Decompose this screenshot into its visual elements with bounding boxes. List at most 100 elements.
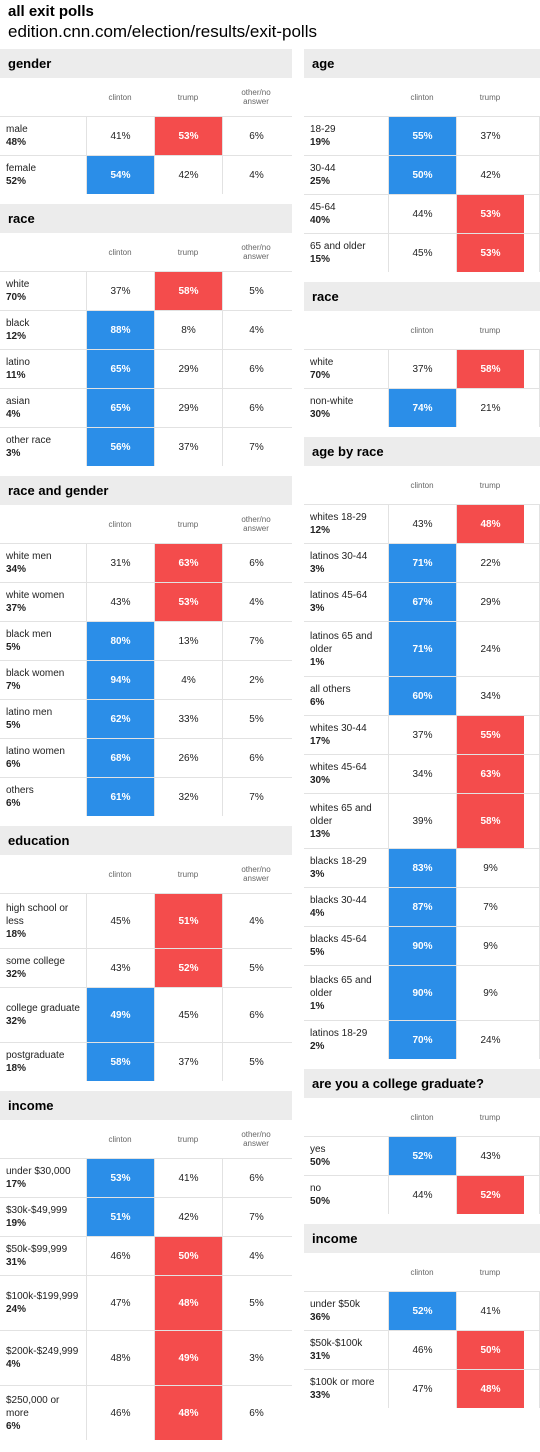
cell-clinton: 56% — [86, 428, 154, 466]
group-share: 19% — [310, 137, 331, 148]
group-name: asian — [6, 396, 30, 407]
group-share: 12% — [310, 525, 331, 536]
table-row: 45-64 40% 44% 53% — [304, 194, 540, 233]
column-header-clinton: clinton — [108, 519, 132, 529]
row-label: whites 45-64 30% — [304, 755, 388, 793]
group-name: male — [6, 124, 28, 135]
poll-title: income — [304, 1224, 540, 1253]
group-name: other race — [6, 435, 52, 446]
cell-clinton: 65% — [86, 350, 154, 388]
cell-clinton: 51% — [86, 1198, 154, 1236]
cell-other-no-answer: 6% — [222, 1386, 290, 1440]
group-share: 15% — [310, 254, 331, 265]
group-name: $30k-$49,999 — [6, 1205, 68, 1216]
cell-clinton: 71% — [388, 544, 456, 582]
cell-clinton: 37% — [388, 716, 456, 754]
cell-clinton: 44% — [388, 1176, 456, 1214]
table-row: female 52% 54% 42% 4% — [0, 155, 292, 194]
cell-trump: 58% — [154, 272, 222, 310]
poll-table-race: race clinton trump other/no answer white 70% 3… — [0, 204, 292, 466]
cell-trump: 4% — [154, 661, 222, 699]
row-label: latino men 5% — [0, 700, 86, 738]
row-label: whites 65 and older 13% — [304, 794, 388, 848]
row-label: female 52% — [0, 156, 86, 194]
group-share: 6% — [6, 1420, 21, 1432]
group-share: 17% — [310, 736, 331, 747]
table-row: under $50k 36% 52% 41% — [304, 1291, 540, 1330]
table-row: college graduate 32% 49% 45% 6% — [0, 987, 292, 1042]
cell-other-no-answer: 7% — [222, 428, 290, 466]
row-label: black 12% — [0, 311, 86, 349]
cell-other-no-answer: 6% — [222, 988, 290, 1042]
group-name: 65 and older — [310, 241, 366, 252]
column-header-clinton: clinton — [108, 869, 132, 879]
group-share: 31% — [310, 1351, 331, 1362]
cell-other-no-answer: 5% — [222, 1276, 290, 1330]
row-label: 45-64 40% — [304, 195, 388, 233]
cell-trump: 22% — [456, 544, 524, 582]
table-row: $200k-$249,999 4% 48% 49% 3% — [0, 1330, 292, 1385]
table-row: other race 3% 56% 37% 7% — [0, 427, 292, 466]
cell-clinton: 90% — [388, 966, 456, 1020]
cell-clinton: 68% — [86, 739, 154, 777]
cell-clinton: 55% — [388, 117, 456, 155]
row-label: $250,000 or more 6% — [0, 1386, 86, 1440]
table-row: latino 11% 65% 29% 6% — [0, 349, 292, 388]
poll-title: race — [304, 282, 540, 311]
poll-title: education — [0, 826, 292, 855]
poll-table-race-and-gender: race and gender clinton trump other/no answ… — [0, 476, 292, 816]
cell-clinton: 87% — [388, 888, 456, 926]
cell-other-no-answer: 5% — [222, 1043, 290, 1081]
table-row: latinos 30-44 3% 71% 22% — [304, 543, 540, 582]
group-name: white — [310, 357, 334, 368]
row-label: asian 4% — [0, 389, 86, 427]
row-label: $50k-$99,999 31% — [0, 1237, 86, 1275]
cell-trump: 48% — [154, 1386, 222, 1440]
column-header-clinton: clinton — [108, 1134, 132, 1144]
group-share: 32% — [6, 1016, 27, 1027]
poll-table-race: race clinton trump white 70% 37% 58% non-white 3… — [304, 282, 540, 427]
cell-clinton: 43% — [86, 583, 154, 621]
cell-trump: 58% — [456, 794, 524, 848]
column-header-trump: trump — [177, 519, 199, 529]
cell-clinton: 74% — [388, 389, 456, 427]
group-share: 1% — [310, 1000, 325, 1012]
group-name: latinos 18-29 — [310, 1028, 368, 1039]
cell-clinton: 60% — [388, 677, 456, 715]
table-row: male 48% 41% 53% 6% — [0, 116, 292, 155]
column-header-row: clinton trump other/no answer — [0, 1120, 292, 1158]
cell-trump: 34% — [456, 677, 524, 715]
row-label: high school or less 18% — [0, 894, 86, 948]
column-header-other-no-answer: other/no answer — [241, 88, 271, 106]
column-header-row: clinton trump other/no answer — [0, 78, 292, 116]
table-row: white women 37% 43% 53% 4% — [0, 582, 292, 621]
table-row: high school or less 18% 45% 51% 4% — [0, 893, 292, 948]
group-share: 4% — [6, 1359, 21, 1370]
table-row: no 50% 44% 52% — [304, 1175, 540, 1214]
poll-table-income: income clinton trump under $50k 36% 52% 41% $50… — [304, 1224, 540, 1408]
group-share: 30% — [310, 409, 331, 420]
cell-trump: 53% — [154, 583, 222, 621]
cell-clinton: 90% — [388, 927, 456, 965]
row-label: $200k-$249,999 4% — [0, 1331, 86, 1385]
cell-clinton: 45% — [86, 894, 154, 948]
cell-clinton: 71% — [388, 622, 456, 676]
group-share: 30% — [310, 775, 331, 786]
table-row: others 6% 61% 32% 7% — [0, 777, 292, 816]
group-name: blacks 45-64 — [310, 934, 367, 945]
cell-trump: 51% — [154, 894, 222, 948]
group-share: 48% — [6, 137, 27, 148]
cell-other-no-answer: 2% — [222, 661, 290, 699]
cell-other-no-answer: 4% — [222, 583, 290, 621]
group-name: black — [6, 318, 30, 329]
table-row: whites 65 and older 13% 39% 58% — [304, 793, 540, 848]
cell-other-no-answer: 6% — [222, 389, 290, 427]
cell-trump: 24% — [456, 1021, 524, 1059]
column-header-other-no-answer: other/no answer — [241, 865, 271, 883]
group-name: whites 45-64 — [310, 762, 367, 773]
group-name: $50k-$100k — [310, 1338, 363, 1349]
group-share: 13% — [310, 828, 331, 840]
cell-trump: 9% — [456, 927, 524, 965]
table-row: latino men 5% 62% 33% 5% — [0, 699, 292, 738]
group-share: 6% — [6, 798, 21, 809]
